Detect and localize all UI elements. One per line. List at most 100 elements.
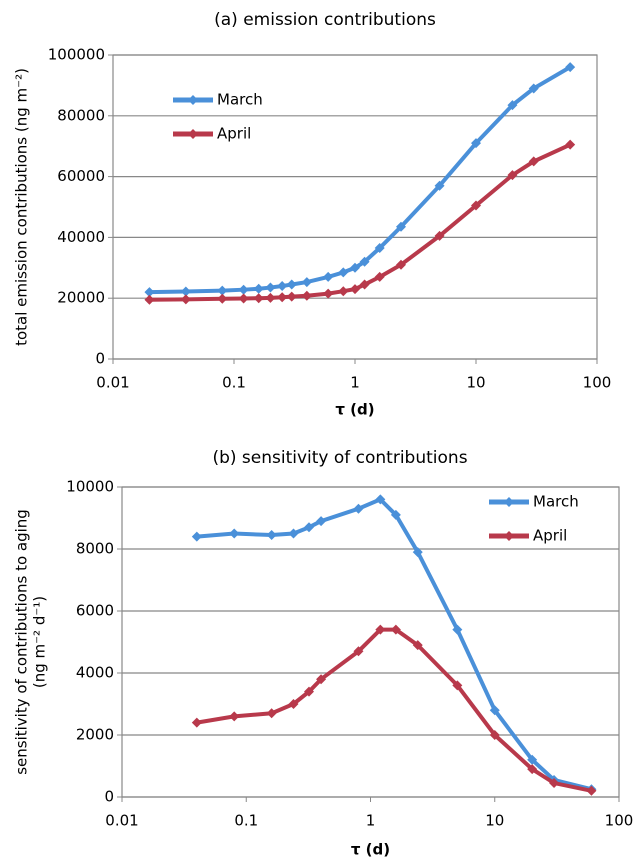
marker [374,243,385,254]
marker [507,170,518,181]
marker [527,764,538,775]
marker [265,282,276,293]
marker [277,292,288,303]
y-tick-label: 0 [104,788,114,806]
marker [286,279,297,290]
marker [323,271,334,282]
chart-title: (b) sensitivity of contributions [212,448,467,468]
marker [375,494,386,505]
marker [266,530,277,541]
marker [266,708,277,719]
marker [217,285,228,296]
x-tick-label: 100 [583,374,612,392]
marker [586,785,597,796]
y-axis-label: total emission contributions (ng m⁻²) [13,68,31,346]
marker [396,259,407,270]
marker [565,62,576,73]
marker [253,283,264,294]
marker [316,674,327,685]
marker [452,624,463,635]
plot-frame [121,486,620,798]
marker [396,221,407,232]
marker [507,100,518,111]
legend-marker [504,531,514,541]
marker [144,287,155,298]
y-tick-label: 60000 [57,167,105,185]
x-axis-label: τ (d) [351,841,390,859]
marker [452,680,463,691]
marker [471,138,481,149]
x-tick-label: 10 [485,812,504,830]
marker [286,291,297,302]
marker [489,705,500,716]
marker [412,547,423,558]
marker [374,271,385,282]
marker [277,281,288,292]
marker [353,503,364,514]
marker [390,624,401,635]
marker [144,294,155,305]
legend-marker [188,129,198,139]
legend-label: April [533,527,567,545]
marker [528,156,539,167]
marker [353,646,364,657]
marker [265,292,276,303]
marker [350,262,360,273]
legend-label: March [533,493,579,511]
plot-frame [112,54,598,360]
y-tick-label: 4000 [76,664,114,682]
series-line [149,142,571,302]
marker [375,624,386,635]
legend-marker [188,95,198,105]
y-tick-label: 20000 [57,289,105,307]
x-tick-label: 1 [350,374,360,392]
x-tick-label: 0.01 [105,812,138,830]
marker [338,286,349,297]
marker [191,717,202,728]
marker [180,294,191,305]
marker [301,290,312,301]
marker [338,267,349,278]
marker [229,711,240,722]
x-axis-label: τ (d) [335,401,374,419]
y-tick-label: 0 [95,350,105,368]
legend-marker [504,497,514,507]
marker [350,284,360,295]
chart-title: (a) emission contributions [214,10,436,30]
y-tick-label: 80000 [57,106,105,124]
x-tick-label: 0.1 [222,374,246,392]
marker [217,293,228,304]
legend-label: March [217,91,263,109]
marker [434,230,445,241]
marker [191,531,202,542]
marker [323,288,334,299]
x-tick-label: 1 [366,812,376,830]
marker [238,293,249,304]
marker [304,522,315,533]
legend-label: April [217,125,251,143]
marker [229,528,240,539]
y-tick-label: 100000 [48,46,105,64]
marker [288,699,299,709]
marker [359,256,370,267]
y-axis-label: sensitivity of contributions to aging [13,509,31,775]
y-tick-label: 2000 [76,726,114,744]
marker [471,200,481,211]
x-tick-label: 0.01 [96,374,129,392]
marker [434,180,445,191]
y-tick-label: 10000 [66,478,114,496]
marker [528,83,539,94]
x-tick-label: 10 [466,374,485,392]
marker [565,139,576,150]
marker [359,279,370,290]
marker [316,516,327,527]
marker [253,293,264,304]
marker [527,754,538,765]
marker [238,284,249,295]
marker [288,528,299,539]
marker [180,286,191,297]
y-tick-label: 8000 [76,540,114,558]
x-tick-label: 100 [605,812,634,830]
